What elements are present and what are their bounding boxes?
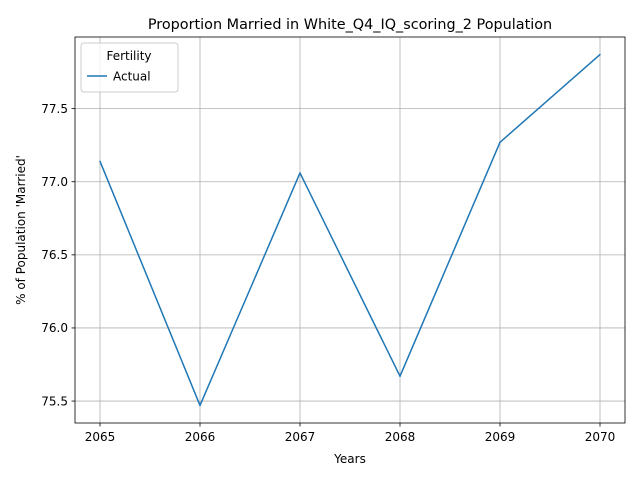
x-tick-label: 2070	[585, 430, 616, 444]
series-layer	[99, 53, 601, 407]
x-tick-label: 2068	[385, 430, 416, 444]
x-axis-label: Years	[333, 452, 366, 466]
x-tick-label: 2069	[485, 430, 516, 444]
data-point-actual	[199, 404, 201, 407]
data-point-actual	[399, 375, 401, 377]
chart-title: Proportion Married in White_Q4_IQ_scorin…	[148, 17, 552, 33]
data-point-actual	[499, 141, 501, 144]
data-point-actual	[599, 53, 601, 56]
y-tick-label: 75.5	[41, 394, 68, 408]
y-tick-label: 77.5	[41, 102, 68, 116]
data-point-actual	[299, 172, 301, 174]
x-tick-label: 2066	[185, 430, 216, 444]
plot-frame	[74, 36, 626, 424]
legend-title: Fertility	[106, 49, 151, 63]
x-tick-label: 2065	[85, 430, 116, 444]
y-axis-label: % of Population 'Married'	[14, 155, 28, 305]
legend-box	[80, 42, 179, 93]
data-point-actual	[99, 160, 101, 163]
series-line-actual	[99, 53, 601, 407]
legend: Fertility Actual	[80, 42, 179, 93]
ticks: 2065 2066 2067 2068 2069 2070 75.5 76.0 76.5 77.0…	[41, 102, 615, 444]
x-tick-label: 2067	[285, 430, 316, 444]
legend-label-actual: Actual	[113, 70, 151, 84]
grid	[75, 37, 625, 423]
y-tick-label: 76.5	[41, 248, 68, 262]
y-tick-label: 76.0	[41, 321, 68, 335]
y-tick-label: 77.0	[41, 175, 68, 189]
